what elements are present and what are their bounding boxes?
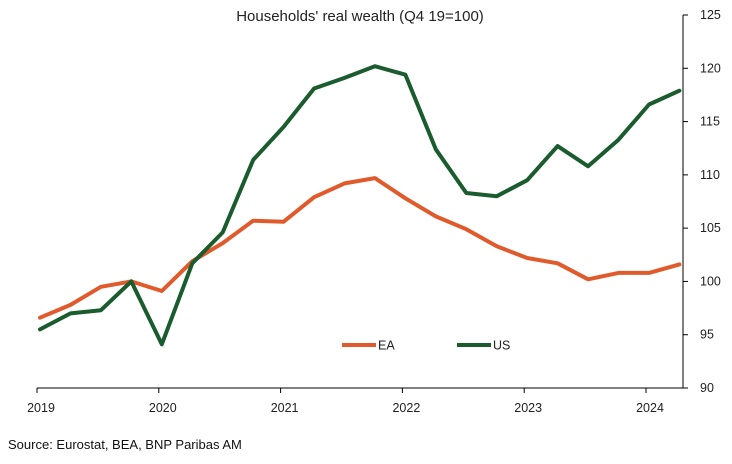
chart-title: Households' real wealth (Q4 19=100) <box>236 8 484 25</box>
y-tick-label: 100 <box>700 274 721 288</box>
legend: EA US <box>342 339 510 353</box>
x-tick-label: 2020 <box>149 401 177 415</box>
source-note: Source: Eurostat, BEA, BNP Paribas AM <box>8 437 242 452</box>
legend-label-ea: EA <box>378 339 395 353</box>
series-line-ea <box>38 176 682 320</box>
x-tick-label: 2021 <box>271 401 299 415</box>
x-tick-label: 2019 <box>27 401 55 415</box>
y-tick-label: 120 <box>700 61 721 75</box>
legend-label-us: US <box>493 339 510 353</box>
y-tick-label: 95 <box>700 328 714 342</box>
y-tick-label: 90 <box>700 381 714 395</box>
axes: 2019 2020 2021 2022 2023 2024 90 95 100 105 110 115… <box>27 8 721 415</box>
series-lines <box>38 64 682 347</box>
x-tick-label: 2022 <box>392 401 420 415</box>
y-tick-label: 105 <box>700 221 721 235</box>
x-tick-label: 2023 <box>514 401 542 415</box>
y-tick-label: 110 <box>700 168 720 182</box>
y-tick-label: 115 <box>700 115 720 129</box>
series-line-us <box>38 64 682 347</box>
y-tick-label: 125 <box>700 8 721 22</box>
x-tick-label: 2024 <box>636 401 664 415</box>
